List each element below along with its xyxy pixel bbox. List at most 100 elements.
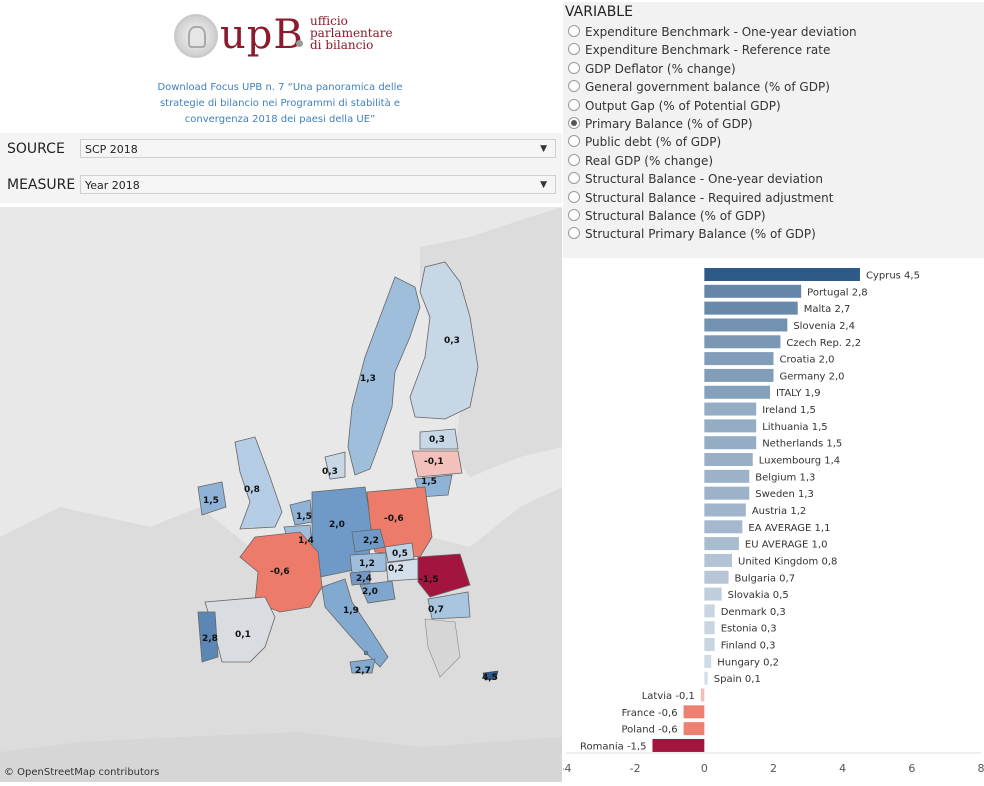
variable-option[interactable]: Structural Balance (% of GDP) [568, 207, 766, 225]
variable-option[interactable]: Structural Primary Balance (% of GDP) [568, 225, 816, 243]
logo-wordmark: upB [220, 12, 304, 58]
variable-option[interactable]: Output Gap (% of Potential GDP) [568, 97, 781, 115]
chevron-down-icon: ▼ [540, 140, 547, 159]
radio-icon[interactable] [568, 62, 580, 74]
source-select[interactable]: SCP 2018 ▼ [80, 139, 556, 158]
bar[interactable] [684, 705, 705, 718]
variable-option[interactable]: Expenditure Benchmark - One-year deviati… [568, 23, 857, 41]
map-label-sweden: 1,3 [360, 374, 376, 384]
x-tick-label: 4 [839, 762, 846, 775]
bar-label: Romania -1,5 [580, 741, 646, 752]
chevron-down-icon: ▼ [540, 176, 547, 195]
bar[interactable] [704, 621, 714, 634]
variable-option-label: General government balance (% of GDP) [585, 80, 830, 94]
variable-option[interactable]: Real GDP (% change) [568, 152, 713, 170]
bar-label: France -0,6 [622, 708, 678, 719]
country-sweden[interactable] [348, 277, 420, 475]
bar[interactable] [704, 588, 721, 601]
bar[interactable] [704, 453, 752, 466]
bar[interactable] [704, 386, 770, 399]
bar-label: Germany 2,0 [780, 371, 845, 382]
variable-option[interactable]: Expenditure Benchmark - Reference rate [568, 41, 830, 59]
bar[interactable] [704, 352, 773, 365]
bar[interactable] [704, 302, 797, 315]
bar[interactable] [704, 403, 756, 416]
source-label: SOURCE [7, 141, 65, 157]
variable-option[interactable]: Structural Balance - Required adjustment [568, 189, 834, 207]
radio-icon[interactable] [568, 227, 580, 239]
bar-label: Bulgaria 0,7 [735, 573, 796, 584]
x-tick-label: -2 [630, 762, 641, 775]
bar-label: Estonia 0,3 [721, 624, 777, 635]
bar[interactable] [704, 571, 728, 584]
download-focus-link[interactable]: Download Focus UPB n. 7 “Una panoramica … [150, 80, 410, 128]
radio-icon[interactable] [568, 209, 580, 221]
bar-label: Slovenia 2,4 [793, 321, 855, 332]
variable-option[interactable]: General government balance (% of GDP) [568, 78, 830, 96]
map-label-slovakia: 0,5 [392, 549, 408, 559]
bar[interactable] [684, 722, 705, 735]
variable-option-label: GDP Deflator (% change) [585, 62, 736, 76]
country-uk[interactable] [235, 437, 282, 529]
bar-label: United Kingdom 0,8 [738, 556, 837, 567]
variable-option[interactable]: Structural Balance - One-year deviation [568, 170, 823, 188]
measure-label: MEASURE [7, 177, 75, 193]
logo-dot [296, 40, 303, 47]
radio-icon[interactable] [568, 25, 580, 37]
radio-icon[interactable] [568, 99, 580, 111]
bar[interactable] [704, 537, 739, 550]
radio-icon[interactable] [568, 172, 580, 184]
variable-option-label: Real GDP (% change) [585, 154, 713, 168]
bar-label: Lithuania 1,5 [762, 422, 827, 433]
bar[interactable] [704, 470, 749, 483]
bar[interactable] [704, 436, 756, 449]
map-label-bulgaria: 0,7 [428, 605, 444, 615]
bar[interactable] [704, 335, 780, 348]
map-label-spain: 0,1 [235, 630, 251, 640]
bar[interactable] [704, 419, 756, 432]
variable-option-label: Expenditure Benchmark - One-year deviati… [585, 25, 857, 39]
bar[interactable] [704, 503, 746, 516]
x-tick-label: 0 [701, 762, 708, 775]
bar[interactable] [704, 268, 860, 281]
bar-label: Sweden 1,3 [755, 489, 814, 500]
bar[interactable] [704, 672, 707, 685]
bar-label: Cyprus 4,5 [866, 271, 920, 282]
radio-selected-icon[interactable] [568, 117, 580, 129]
bar-label: Croatia 2,0 [780, 355, 835, 366]
bar-label: Finland 0,3 [721, 641, 776, 652]
radio-icon[interactable] [568, 154, 580, 166]
map-label-cyprus: 4,5 [482, 673, 498, 683]
bar[interactable] [704, 285, 801, 298]
bar[interactable] [704, 638, 714, 651]
map-label-hungary: 0,2 [388, 564, 404, 574]
osm-credit[interactable]: © OpenStreetMap contributors [4, 767, 159, 778]
radio-icon[interactable] [568, 135, 580, 147]
bar[interactable] [704, 369, 773, 382]
bar[interactable] [704, 554, 732, 567]
bar[interactable] [704, 487, 749, 500]
bar[interactable] [704, 318, 787, 331]
europe-map[interactable]: 0,3 1,3 0,3 -0,1 0,3 1,5 1,5 0,8 1,5 2,0… [0, 207, 562, 782]
variable-option[interactable]: Public debt (% of GDP) [568, 133, 721, 151]
bar-label: Denmark 0,3 [721, 607, 786, 618]
map-label-finland: 0,3 [444, 336, 460, 346]
x-tick-label: 8 [978, 762, 984, 775]
bar[interactable] [704, 520, 742, 533]
variable-option-label: Expenditure Benchmark - Reference rate [585, 43, 830, 57]
measure-select[interactable]: Year 2018 ▼ [80, 175, 556, 194]
variable-option[interactable]: GDP Deflator (% change) [568, 60, 736, 78]
map-label-portugal: 2,8 [202, 634, 218, 644]
radio-icon[interactable] [568, 191, 580, 203]
radio-icon[interactable] [568, 80, 580, 92]
bar[interactable] [652, 739, 704, 752]
bar-label: Belgium 1,3 [755, 472, 815, 483]
bar[interactable] [704, 604, 714, 617]
variable-option[interactable]: Primary Balance (% of GDP) [568, 115, 753, 133]
bar[interactable] [701, 689, 704, 702]
bar[interactable] [704, 655, 711, 668]
radio-icon[interactable] [568, 43, 580, 55]
map-label-romania: -1,5 [419, 575, 439, 585]
country-malta[interactable] [364, 651, 368, 655]
